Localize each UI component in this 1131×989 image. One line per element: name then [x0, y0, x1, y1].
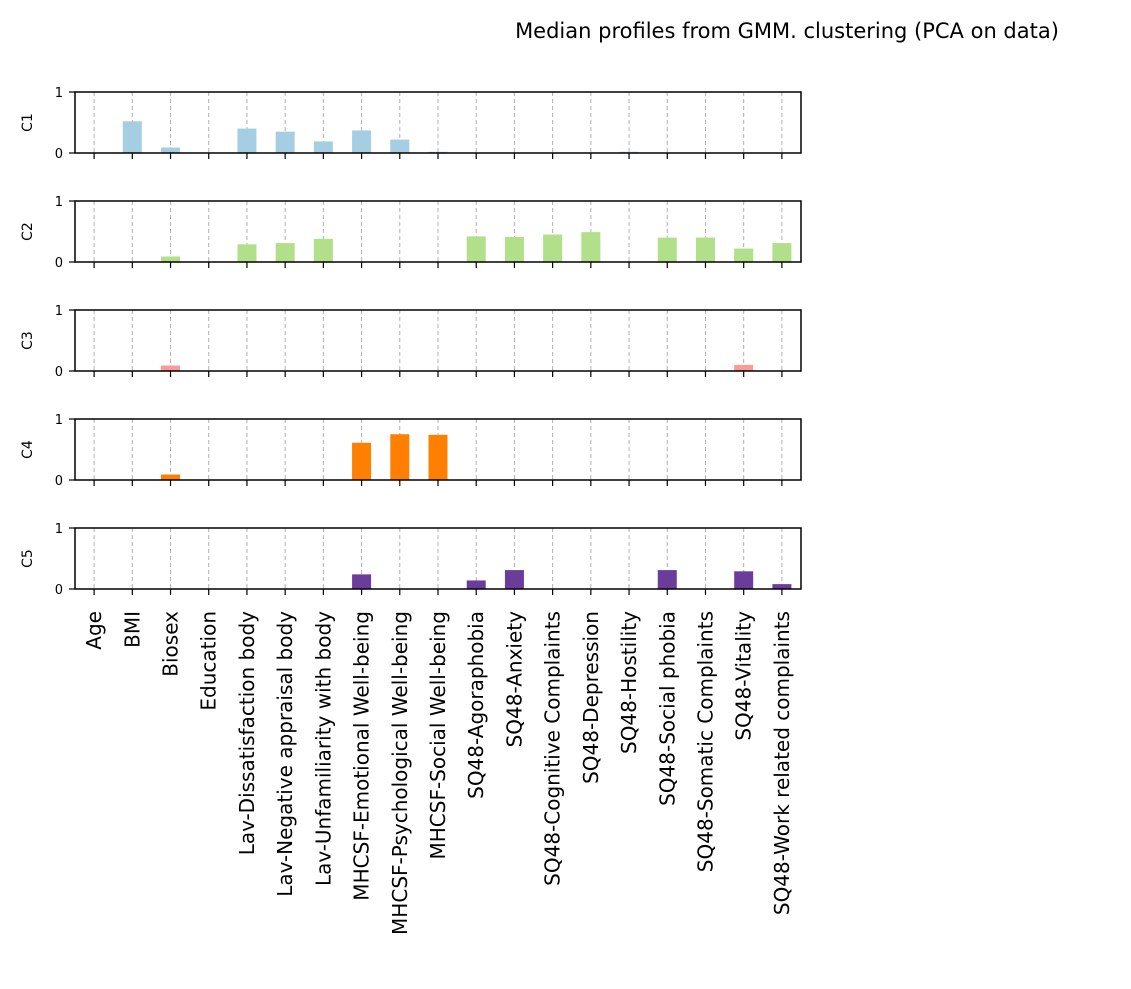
bar-c2-13 — [581, 232, 601, 262]
x-tick-label: SQ48-Cognitive Complaints — [541, 611, 565, 886]
x-tick-label: Lav-Unfamiliarity with body — [311, 611, 335, 886]
y-axis-label-c5: C5 — [20, 549, 36, 568]
bar-c5-18 — [772, 584, 792, 589]
x-tick-label: Education — [197, 611, 221, 711]
x-tick-label: SQ48-Agoraphobia — [464, 611, 488, 799]
x-tick-label: Lav-Negative appraisal body — [273, 611, 297, 897]
bar-c1-4 — [237, 128, 257, 153]
x-tick-label: SQ48-Social phobia — [655, 611, 679, 806]
y-tick-label: 0 — [55, 365, 63, 380]
x-tick-label: Biosex — [159, 611, 183, 677]
chart-title: Median profiles from GMM. clustering (PC… — [515, 19, 1059, 43]
bar-c1-2 — [161, 147, 181, 153]
bar-c4-9 — [428, 434, 448, 480]
y-tick-label: 1 — [55, 195, 63, 210]
bar-c3-2 — [161, 365, 181, 371]
y-axis-label-c4: C4 — [20, 440, 36, 459]
bar-c5-17 — [734, 571, 754, 589]
x-tick-label: SQ48-Somatic Complaints — [693, 611, 717, 872]
y-tick-label: 1 — [55, 86, 63, 101]
panel-c3: 0 1 C3 — [20, 304, 802, 380]
panel-c1: 0 1 C1 — [20, 86, 802, 162]
y-tick-label: 0 — [55, 147, 63, 162]
bar-c5-11 — [504, 570, 524, 589]
chart-panels: 0 1 C1 0 1 C2 0 1 C3 0 1 C4 0 1 C5 — [20, 86, 802, 598]
bar-c1-8 — [390, 139, 410, 153]
x-tick-label: SQ48-Anxiety — [502, 611, 526, 748]
bar-c2-16 — [695, 237, 715, 262]
x-tick-label: Lav-Dissatisfaction body — [235, 611, 259, 855]
bar-c5-15 — [657, 570, 677, 589]
y-axis-label-c3: C3 — [20, 331, 36, 350]
y-tick-label: 0 — [55, 583, 63, 598]
bar-c2-6 — [313, 238, 333, 262]
bar-c3-17 — [734, 364, 754, 371]
bar-c2-5 — [275, 243, 295, 262]
x-tick-label: Age — [82, 611, 106, 650]
y-tick-label: 0 — [55, 474, 63, 489]
bar-c2-4 — [237, 244, 257, 262]
x-tick-label: SQ48-Depression — [579, 611, 603, 784]
x-tick-label: SQ48-Vitality — [732, 611, 756, 741]
bar-c2-2 — [161, 256, 181, 262]
bar-c4-7 — [352, 442, 372, 480]
y-tick-label: 1 — [55, 522, 63, 537]
y-tick-label: 0 — [55, 256, 63, 271]
bar-c5-7 — [352, 574, 372, 589]
x-tick-label: BMI — [120, 611, 144, 648]
bar-c2-12 — [543, 234, 563, 262]
bar-c1-7 — [352, 130, 372, 153]
bar-c2-15 — [657, 237, 677, 262]
panel-c2: 0 1 C2 — [20, 195, 802, 271]
x-tick-label: MHCSF-Psychological Well-being — [388, 611, 412, 935]
bar-c2-11 — [504, 236, 524, 262]
bar-c2-10 — [466, 236, 486, 262]
bar-c5-10 — [466, 580, 486, 589]
bar-c2-17 — [734, 248, 754, 262]
x-tick-label: SQ48-Work related complaints — [770, 611, 794, 915]
y-tick-label: 1 — [55, 304, 63, 319]
panel-c5: 0 1 C5 — [20, 522, 802, 598]
y-axis-label-c1: C1 — [20, 113, 36, 132]
x-tick-labels: Age BMI Biosex Education Lav-Dissatisfaction… — [82, 611, 794, 935]
panel-c4: 0 1 C4 — [20, 413, 802, 489]
x-tick-label: MHCSF-Social Well-being — [426, 611, 450, 860]
y-tick-label: 1 — [55, 413, 63, 428]
x-tick-label: SQ48-Hostility — [617, 611, 641, 754]
bar-c4-2 — [161, 474, 181, 480]
bar-c1-1 — [122, 121, 142, 153]
bar-c2-18 — [772, 243, 792, 262]
y-axis-label-c2: C2 — [20, 222, 36, 241]
bar-c1-5 — [275, 131, 295, 153]
bar-c1-6 — [313, 141, 333, 153]
x-tick-label: MHCSF-Emotional Well-being — [350, 611, 374, 901]
bar-c4-8 — [390, 434, 410, 480]
